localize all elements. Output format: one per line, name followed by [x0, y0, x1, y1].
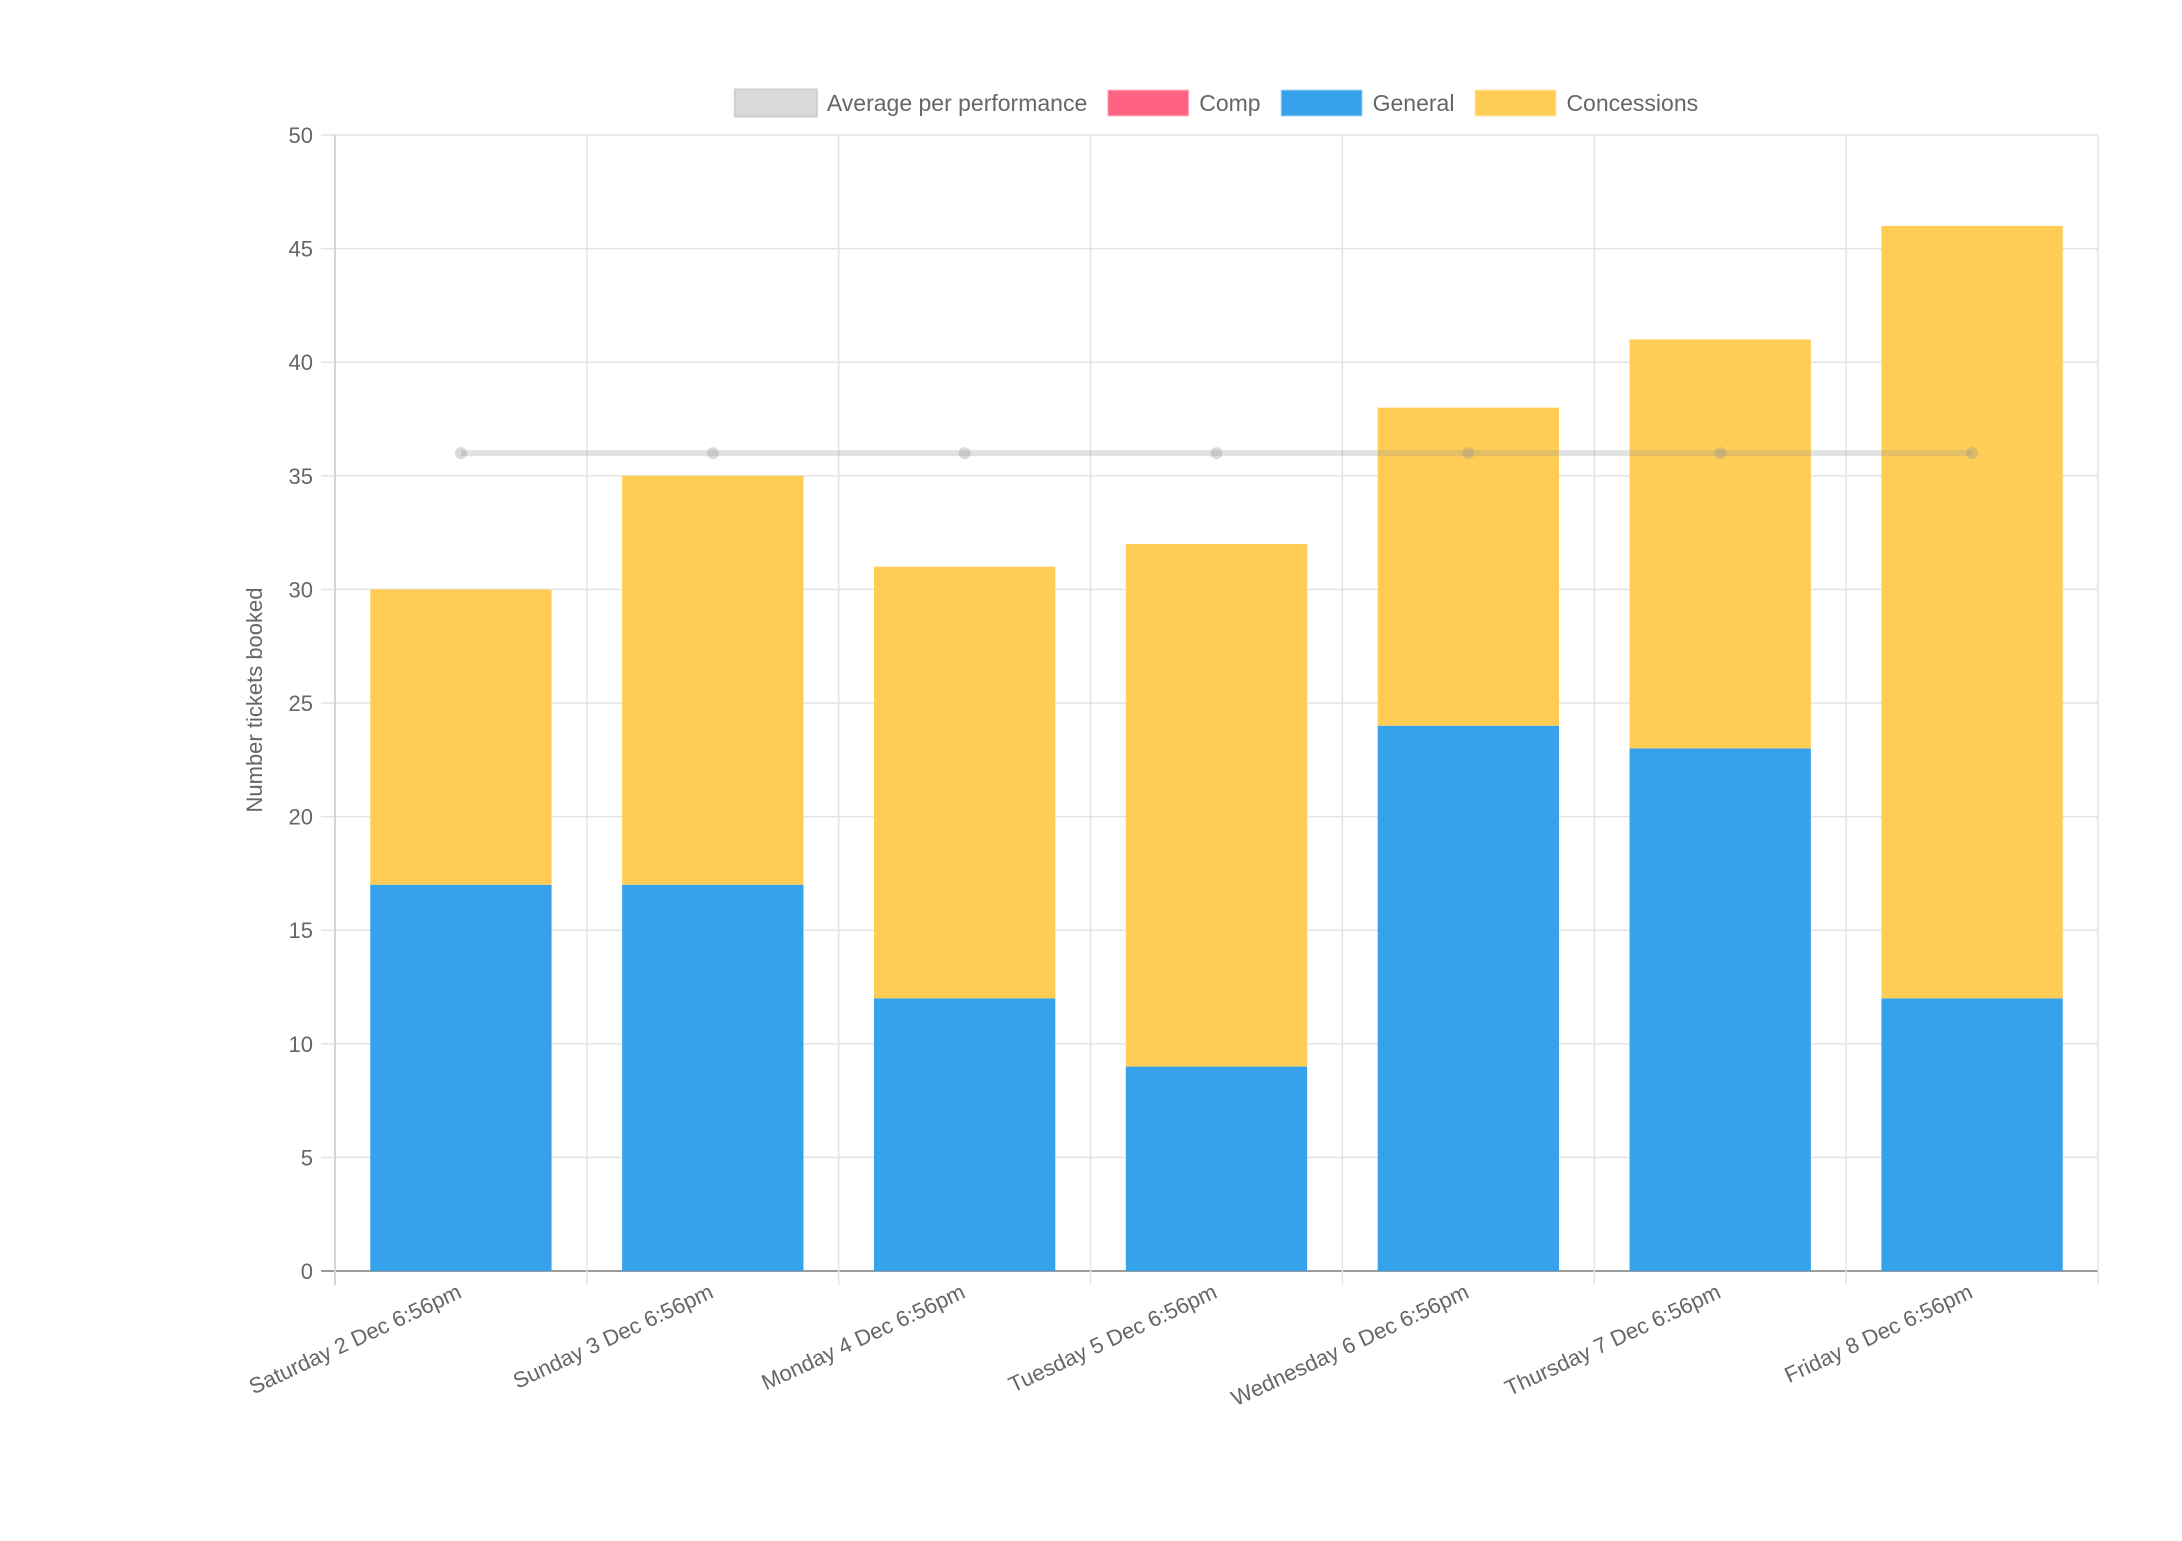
x-tick-label: Friday 8 Dec 6:56pm — [1781, 1279, 1977, 1388]
y-tick-label: 50 — [289, 123, 313, 148]
average-point[interactable] — [454, 447, 467, 460]
x-tick-label: Sunday 3 Dec 6:56pm — [509, 1279, 717, 1394]
bar-concessions[interactable] — [1125, 543, 1308, 1067]
bar-concessions[interactable] — [1881, 225, 2063, 999]
legend-label: Concessions — [1566, 90, 1698, 116]
average-point[interactable] — [1210, 447, 1223, 460]
average-line-layer — [454, 447, 1979, 460]
average-point[interactable] — [958, 447, 971, 460]
legend-item-average-per-performance[interactable]: Average per performance — [733, 88, 1087, 118]
average-point[interactable] — [1714, 447, 1727, 460]
x-tick-label: Thursday 7 Dec 6:56pm — [1501, 1279, 1724, 1401]
bar-general[interactable] — [622, 884, 804, 1271]
x-tick-label: Wednesday 6 Dec 6:56pm — [1227, 1279, 1472, 1411]
x-tick-label: Monday 4 Dec 6:56pm — [758, 1279, 969, 1395]
y-tick-label: 5 — [301, 1145, 313, 1170]
average-point[interactable] — [706, 447, 719, 460]
bar-layer — [370, 225, 2063, 1271]
bar-general[interactable] — [1125, 1066, 1308, 1271]
legend-swatch — [1473, 88, 1558, 118]
bar-general[interactable] — [1881, 998, 2063, 1271]
y-tick-label: 10 — [289, 1032, 313, 1057]
y-axis-title: Number tickets booked — [242, 588, 267, 813]
average-point[interactable] — [1966, 447, 1979, 460]
bar-concessions[interactable] — [1629, 339, 1811, 749]
y-tick-label: 20 — [289, 805, 313, 830]
legend-label: Average per performance — [827, 90, 1087, 116]
legend-label: General — [1373, 90, 1455, 116]
bar-general[interactable] — [370, 884, 552, 1271]
bar-general[interactable] — [873, 998, 1056, 1271]
y-tick-label: 35 — [289, 464, 313, 489]
bar-general[interactable] — [1629, 748, 1811, 1271]
y-tick-label: 45 — [289, 237, 313, 262]
legend-swatch — [733, 88, 818, 118]
bar-general[interactable] — [1377, 725, 1560, 1271]
bar-concessions[interactable] — [873, 566, 1056, 999]
legend-item-concessions[interactable]: Concessions — [1473, 88, 1698, 118]
y-tick-label: 15 — [289, 918, 313, 943]
y-tick-label: 30 — [289, 577, 313, 602]
legend-swatch — [1279, 88, 1364, 118]
y-tick-label: 25 — [289, 691, 313, 716]
bar-concessions[interactable] — [370, 589, 552, 885]
average-point[interactable] — [1462, 447, 1475, 460]
bar-concessions[interactable] — [1377, 407, 1560, 726]
legend-item-general[interactable]: General — [1279, 88, 1455, 118]
legend-swatch — [1106, 88, 1191, 118]
x-tick-label: Saturday 2 Dec 6:56pm — [245, 1279, 465, 1399]
legend-label: Comp — [1199, 90, 1260, 116]
y-tick-label: 40 — [289, 350, 313, 375]
legend: Average per performance Comp General Conces… — [733, 88, 1698, 118]
legend-item-comp[interactable]: Comp — [1106, 88, 1261, 118]
x-tick-label: Tuesday 5 Dec 6:56pm — [1005, 1279, 1221, 1397]
y-tick-label: 0 — [301, 1259, 313, 1284]
bar-concessions[interactable] — [622, 475, 804, 885]
